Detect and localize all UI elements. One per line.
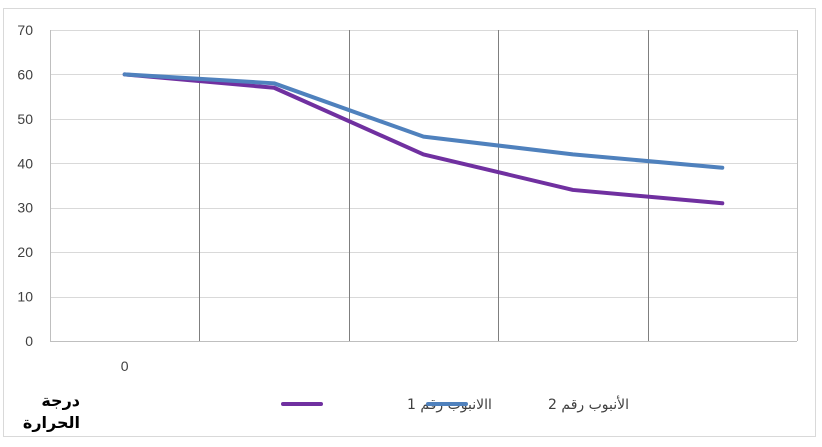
series-line-2 [122,72,725,170]
y-axis-label-line-1: درجة [41,391,80,410]
y-tick-label: 0 [25,333,33,349]
chart-border [3,8,816,437]
series-line-1 [122,72,725,206]
y-tick-label: 30 [17,200,33,216]
y-tick-label: 60 [17,66,33,82]
x-tick-label: 0 [121,358,129,374]
y-tick-label: 20 [17,244,33,260]
y-tick-label: 10 [17,289,33,305]
y-tick-label: 50 [17,111,33,127]
y-axis-label: درجة الحرارة [8,390,80,434]
y-tick-label: 40 [17,155,33,171]
y-tick-label: 70 [17,22,33,38]
y-axis-label-line-2: الحرارة [22,413,80,432]
legend-label-2: الأنبوب رقم 2 [548,395,629,413]
